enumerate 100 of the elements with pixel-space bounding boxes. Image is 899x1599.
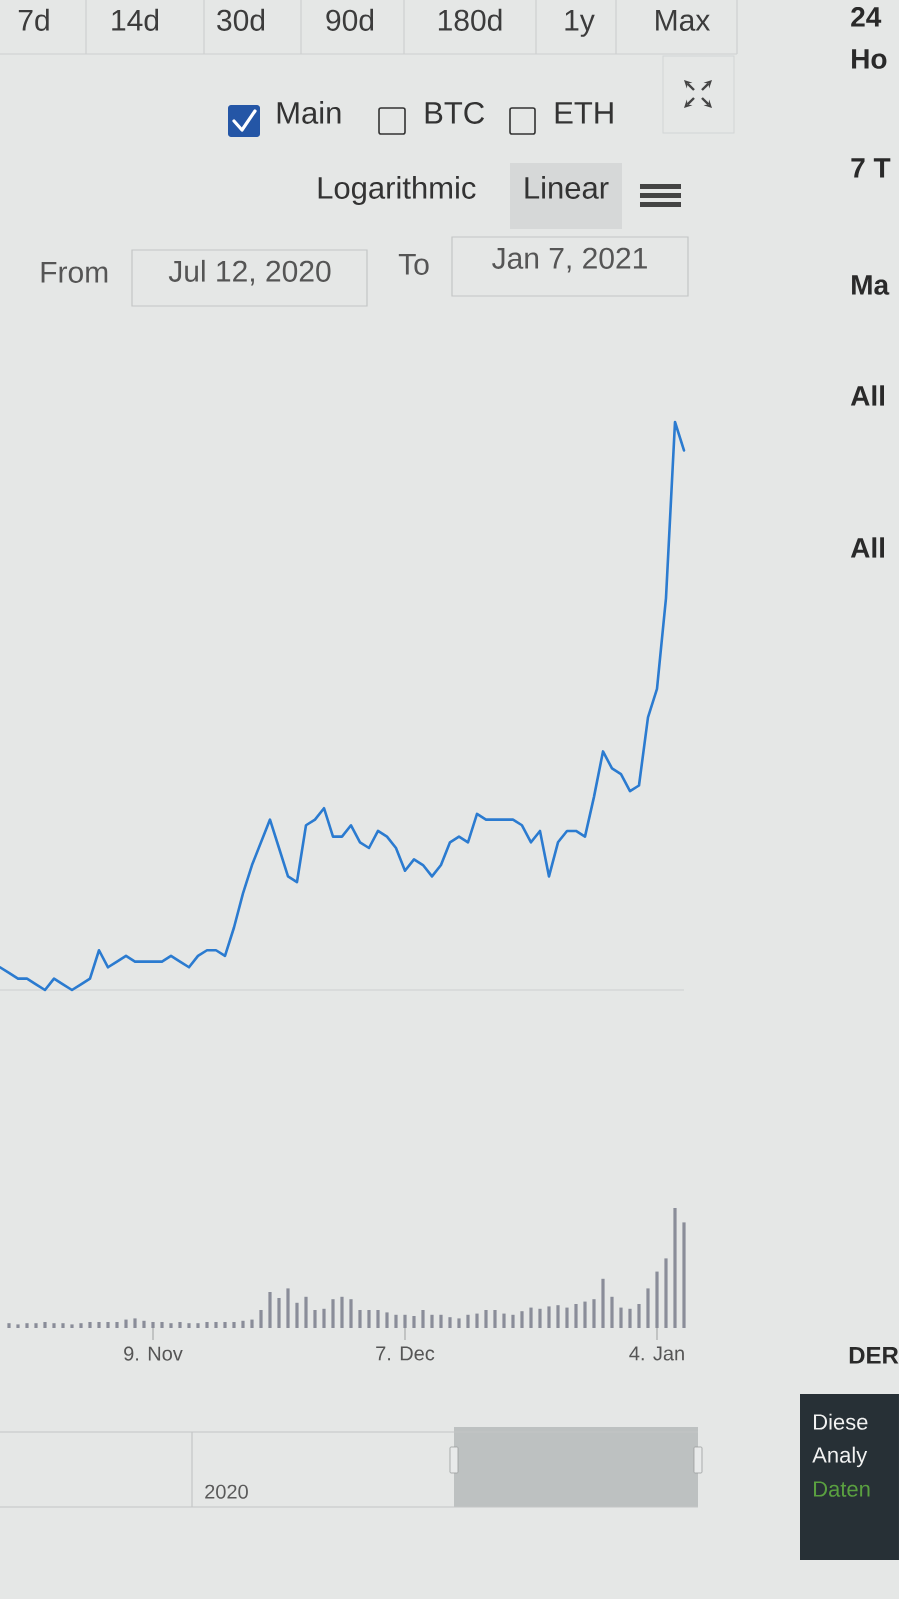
- x-tick-label: 4. Jan: [629, 1346, 684, 1361]
- text: To: [398, 253, 429, 275]
- bar: [61, 1323, 65, 1328]
- text: Linear: [525, 176, 609, 199]
- bar: [583, 1301, 587, 1328]
- bar: [97, 1321, 101, 1328]
- bar: [340, 1296, 344, 1328]
- bar: [160, 1321, 164, 1328]
- bar: [673, 1207, 677, 1328]
- bar: [151, 1321, 155, 1328]
- bar: [511, 1314, 515, 1328]
- bar: [529, 1307, 533, 1328]
- bar: [394, 1314, 398, 1328]
- bar: [43, 1321, 47, 1328]
- bar: [430, 1314, 434, 1328]
- bar: [601, 1278, 605, 1328]
- bar: [52, 1323, 56, 1328]
- bar: [358, 1309, 362, 1328]
- text: 14d: [112, 8, 159, 31]
- bar: [448, 1317, 452, 1328]
- bar: [466, 1314, 470, 1328]
- bar: [268, 1291, 272, 1328]
- bar: [232, 1321, 236, 1328]
- bar: [538, 1308, 542, 1328]
- text: All: [850, 385, 884, 406]
- bar: [493, 1309, 497, 1328]
- bar: [205, 1321, 209, 1328]
- bar: [115, 1321, 119, 1328]
- bar: [7, 1323, 11, 1328]
- bar: [178, 1321, 182, 1328]
- bar: [79, 1323, 83, 1328]
- text: Daten: [814, 1481, 870, 1497]
- text: 1y: [565, 9, 595, 37]
- bar: [403, 1314, 407, 1328]
- bar: [385, 1312, 389, 1328]
- bar: [484, 1309, 488, 1328]
- x-tick-label: 9. Nov: [124, 1346, 183, 1361]
- bar: [313, 1309, 317, 1328]
- text: Jan 7, 2021: [492, 247, 647, 273]
- text: Jul 12, 2020: [168, 259, 331, 286]
- bar: [169, 1323, 173, 1328]
- bar: [259, 1309, 263, 1328]
- bar: [547, 1306, 551, 1328]
- bar: [439, 1314, 443, 1328]
- bar: [682, 1222, 686, 1328]
- bar: [295, 1302, 299, 1328]
- bar: [349, 1299, 353, 1328]
- text: 24: [851, 7, 882, 27]
- bar: [322, 1308, 326, 1328]
- bar: [286, 1288, 290, 1328]
- text: DER: [849, 1347, 899, 1364]
- bar: [502, 1313, 506, 1328]
- text: Logarithmic: [318, 176, 476, 206]
- text: Diese: [814, 1413, 868, 1430]
- bar: [421, 1309, 425, 1328]
- bar: [646, 1288, 650, 1328]
- bar: [592, 1299, 596, 1328]
- bar: [250, 1319, 254, 1328]
- bar: [142, 1320, 146, 1328]
- text: Main: [277, 101, 341, 124]
- bar: [556, 1305, 560, 1328]
- text: 7 T: [851, 158, 891, 178]
- bar: [34, 1323, 38, 1328]
- bar: [655, 1271, 659, 1328]
- bar: [124, 1319, 128, 1328]
- bar: [241, 1320, 245, 1328]
- bar: [223, 1321, 227, 1328]
- bar: [664, 1258, 668, 1328]
- bar: [25, 1323, 29, 1328]
- text: BTC: [425, 101, 485, 124]
- bar: [412, 1315, 416, 1328]
- bar: [376, 1309, 380, 1328]
- bar: [16, 1324, 20, 1328]
- bar: [133, 1318, 137, 1328]
- bar: [196, 1323, 200, 1328]
- text: All: [850, 537, 884, 558]
- text: 7d: [18, 8, 49, 31]
- text: Ma: [852, 275, 890, 295]
- x-tick-label: 7. Dec: [376, 1346, 435, 1361]
- bar: [574, 1303, 578, 1328]
- bar: [88, 1321, 92, 1328]
- text: 2020: [205, 1484, 248, 1499]
- bar: [475, 1313, 479, 1328]
- bar: [331, 1299, 335, 1328]
- bar: [637, 1303, 641, 1328]
- text: 90d: [326, 8, 374, 31]
- bar: [214, 1321, 218, 1328]
- bar: [565, 1307, 569, 1328]
- text: ETH: [555, 102, 613, 124]
- bar: [70, 1324, 74, 1328]
- text: 180d: [438, 8, 502, 31]
- bar: [520, 1311, 524, 1328]
- bar: [628, 1308, 632, 1328]
- bar: [304, 1296, 308, 1328]
- bar: [457, 1318, 461, 1328]
- bar: [187, 1323, 191, 1328]
- text: Ho: [852, 49, 887, 69]
- bar: [106, 1321, 110, 1328]
- bar: [610, 1296, 614, 1328]
- bar: [619, 1307, 623, 1328]
